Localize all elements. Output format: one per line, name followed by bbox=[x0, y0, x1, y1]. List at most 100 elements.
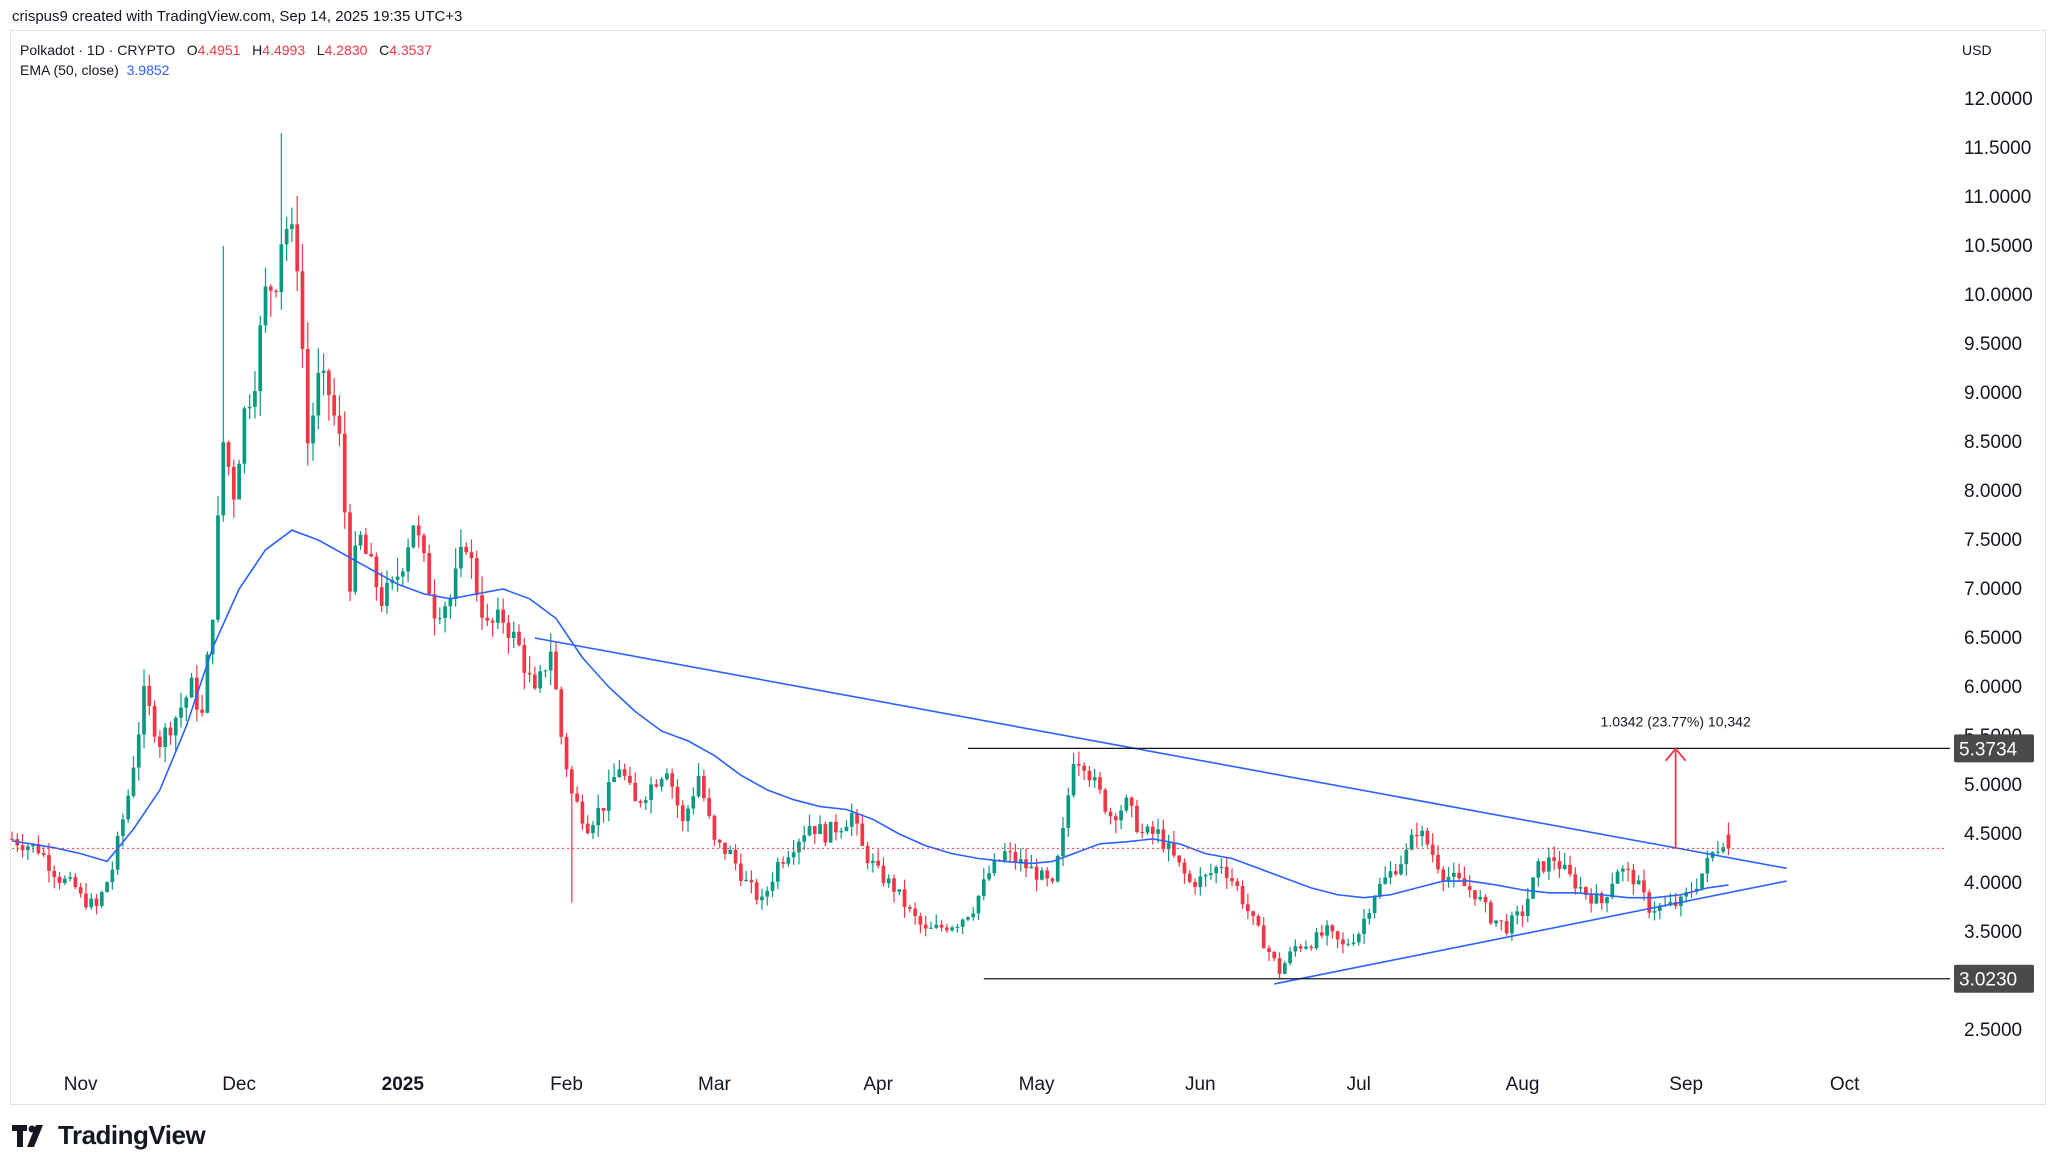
candle-body bbox=[453, 568, 458, 600]
candle-body bbox=[1082, 765, 1086, 771]
candle-body bbox=[1531, 877, 1535, 899]
candle-body bbox=[237, 463, 241, 500]
candle-body bbox=[617, 769, 622, 778]
candle-body bbox=[1679, 896, 1683, 906]
candle-body bbox=[533, 674, 537, 689]
trendline[interactable] bbox=[534, 637, 1787, 870]
candle-body bbox=[1319, 932, 1324, 936]
candle-body bbox=[1647, 892, 1652, 913]
candle-body bbox=[342, 433, 347, 513]
open-value: 4.4951 bbox=[197, 42, 241, 58]
candle-body bbox=[1457, 872, 1461, 879]
candle-body bbox=[575, 793, 579, 802]
candle-body bbox=[1367, 913, 1372, 919]
symbol-label[interactable]: Polkadot · 1D · CRYPTO bbox=[20, 42, 176, 58]
ohlc-row: Polkadot · 1D · CRYPTO O4.4951 H4.4993 L… bbox=[20, 40, 432, 60]
candle-body bbox=[173, 717, 178, 736]
candle-body bbox=[321, 370, 326, 373]
candle-body bbox=[295, 224, 300, 272]
candle-body bbox=[469, 552, 474, 559]
candle-body bbox=[1172, 843, 1176, 856]
candle-body bbox=[305, 348, 310, 444]
candle-body bbox=[395, 576, 400, 580]
candle-body bbox=[696, 775, 701, 797]
candle-body bbox=[1726, 834, 1731, 849]
candle-body bbox=[712, 815, 717, 840]
candle-body bbox=[723, 842, 727, 855]
candle-body bbox=[1076, 764, 1081, 766]
candle-body bbox=[1541, 861, 1546, 872]
candle-body bbox=[1246, 904, 1250, 912]
candle-body bbox=[733, 849, 738, 864]
x-tick-label: Dec bbox=[222, 1074, 256, 1095]
candle-body bbox=[400, 571, 405, 577]
candle-body bbox=[1584, 887, 1588, 895]
candle-body bbox=[1483, 896, 1488, 903]
candle-body bbox=[1362, 918, 1366, 935]
candle-body bbox=[68, 877, 72, 879]
candle-body bbox=[464, 546, 469, 553]
candle-body bbox=[52, 870, 57, 877]
candle-body bbox=[944, 927, 949, 931]
candle-body bbox=[802, 835, 807, 842]
candle-body bbox=[496, 609, 500, 623]
candle-body bbox=[960, 919, 965, 927]
candles bbox=[10, 133, 1731, 979]
candle-body bbox=[1620, 868, 1625, 872]
candle-body bbox=[839, 831, 844, 833]
candle-body bbox=[358, 534, 363, 546]
candle-body bbox=[1668, 901, 1673, 906]
candle-body bbox=[474, 558, 479, 596]
trendline[interactable] bbox=[1274, 880, 1787, 985]
candle-body bbox=[210, 619, 215, 655]
candle-body bbox=[765, 890, 770, 897]
candle-body bbox=[976, 895, 981, 914]
candle-body bbox=[485, 617, 490, 621]
candle-body bbox=[1578, 887, 1583, 889]
candle-body bbox=[1599, 893, 1604, 904]
candle-body bbox=[1304, 946, 1308, 949]
candle-body bbox=[1415, 834, 1419, 837]
candle-body bbox=[385, 582, 389, 607]
candle-body bbox=[1605, 897, 1609, 904]
candle-body bbox=[1108, 811, 1113, 817]
candle-body bbox=[680, 805, 685, 822]
candle-body bbox=[247, 406, 252, 409]
candle-body bbox=[628, 775, 632, 783]
candle-body bbox=[606, 781, 611, 811]
candle-body bbox=[1166, 843, 1171, 850]
candle-body bbox=[47, 855, 51, 871]
candle-body bbox=[569, 769, 574, 794]
candle-body bbox=[929, 927, 933, 929]
candle-body bbox=[1700, 873, 1704, 889]
candle-body bbox=[78, 887, 83, 894]
candle-body bbox=[168, 727, 173, 736]
x-tick-label: Aug bbox=[1506, 1074, 1540, 1095]
x-tick-label: Oct bbox=[1830, 1074, 1860, 1095]
candle-body bbox=[1425, 830, 1430, 845]
x-tick-label: Apr bbox=[863, 1074, 893, 1095]
currency-label[interactable]: USD bbox=[1962, 42, 1992, 58]
candle-body bbox=[443, 606, 447, 618]
candle-body bbox=[1335, 931, 1340, 940]
candle-body bbox=[907, 906, 912, 909]
tradingview-branding[interactable]: TradingView bbox=[12, 1120, 206, 1151]
candle-body bbox=[147, 685, 152, 706]
candle-body bbox=[527, 672, 532, 675]
arrow-head-icon bbox=[1664, 747, 1687, 762]
candle-body bbox=[775, 861, 780, 882]
candle-body bbox=[480, 595, 484, 618]
candle-body bbox=[1562, 864, 1567, 869]
candle-body bbox=[1378, 883, 1382, 897]
candle-body bbox=[585, 823, 590, 834]
measure-label: 1.0342 (23.77%) 10,342 bbox=[1601, 714, 1751, 730]
low-value: 4.2830 bbox=[324, 42, 368, 58]
ema-label[interactable]: EMA (50, close) bbox=[20, 62, 119, 78]
candle-body bbox=[126, 795, 131, 820]
candle-body bbox=[1055, 855, 1060, 882]
candle-body bbox=[10, 838, 14, 840]
candle-body bbox=[1409, 834, 1414, 850]
y-tick-label: 6.0000 bbox=[1964, 677, 2022, 698]
candle-body bbox=[591, 825, 595, 834]
